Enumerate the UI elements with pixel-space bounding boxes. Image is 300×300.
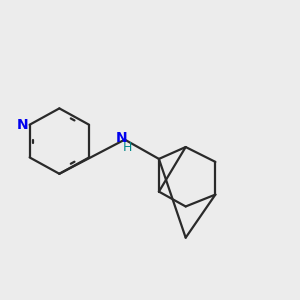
Text: N: N: [116, 131, 127, 145]
Text: H: H: [122, 141, 132, 154]
Text: N: N: [16, 118, 28, 132]
